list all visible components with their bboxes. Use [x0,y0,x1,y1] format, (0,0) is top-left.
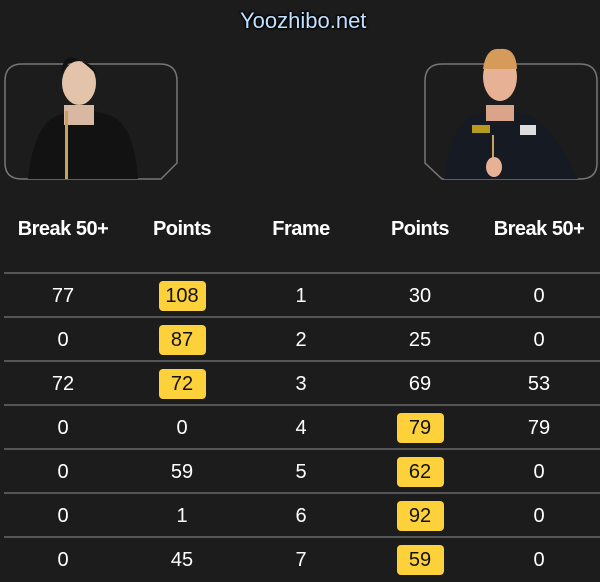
header-right-points: Points [390,218,450,240]
table-row: 0 1 6 92 0 [4,492,600,538]
value-left-break: 0 [57,329,69,351]
cell-left-points: 72 [122,369,242,399]
value-right-break: 0 [533,285,545,307]
value-frame: 4 [295,417,307,439]
winning-points-badge: 79 [396,413,444,443]
winning-points-badge: 108 [158,281,206,311]
cell-frame: 3 [241,372,361,396]
cell-frame: 6 [241,504,361,528]
cell-left-points: 0 [122,416,242,440]
value-left-points: 45 [170,549,194,571]
cell-left-break: 0 [3,416,123,440]
value-frame: 3 [295,373,307,395]
table-row: 72 72 3 69 53 [4,360,600,406]
cell-right-break: 0 [479,328,599,352]
value-left-points: 59 [170,461,194,483]
value-left-points: 0 [176,417,188,439]
value-right-break: 0 [533,329,545,351]
value-frame: 1 [295,285,307,307]
cell-right-points: 69 [360,372,480,396]
cell-left-points: 108 [122,281,242,311]
table-header: Break 50+ Points Frame Points Break 50+ [0,218,600,248]
cell-frame: 7 [241,548,361,572]
cell-frame: 5 [241,460,361,484]
value-right-break: 0 [533,461,545,483]
cell-right-break: 0 [479,460,599,484]
cell-right-points: 79 [360,413,480,443]
cell-right-break: 53 [479,372,599,396]
watermark: Yoozhibo.net [240,8,367,33]
player-left-photo-icon [4,57,178,180]
value-left-break: 0 [57,461,69,483]
player-right-card [424,48,598,180]
winning-points-badge: 62 [396,457,444,487]
cell-right-points: 59 [360,545,480,575]
header-left-points: Points [152,218,212,240]
cell-right-points: 30 [360,284,480,308]
value-left-points: 1 [176,505,188,527]
winning-points-badge: 92 [396,501,444,531]
value-frame: 6 [295,505,307,527]
cell-left-break: 0 [3,548,123,572]
winning-points-badge: 87 [158,325,206,355]
cell-right-points: 62 [360,457,480,487]
value-right-points: 25 [408,329,432,351]
cell-frame: 2 [241,328,361,352]
cell-right-break: 0 [479,284,599,308]
cell-left-break: 0 [3,460,123,484]
cell-right-break: 0 [479,548,599,572]
table-row: 77 108 1 30 0 [4,272,600,318]
cell-left-points: 87 [122,325,242,355]
table-row: 0 87 2 25 0 [4,316,600,362]
cell-left-break: 0 [3,504,123,528]
header-frame: Frame [272,218,330,240]
table-row: 0 45 7 59 0 [4,536,600,582]
value-left-break: 0 [57,549,69,571]
value-frame: 7 [295,549,307,571]
cell-right-break: 0 [479,504,599,528]
winning-points-badge: 72 [158,369,206,399]
cell-left-break: 0 [3,328,123,352]
value-left-break: 0 [57,417,69,439]
value-left-break: 0 [57,505,69,527]
table-row: 0 0 4 79 79 [4,404,600,450]
value-left-break: 77 [51,285,75,307]
winning-points-badge: 59 [396,545,444,575]
cell-right-points: 25 [360,328,480,352]
value-frame: 2 [295,329,307,351]
value-frame: 5 [295,461,307,483]
player-left-card [4,57,178,180]
cell-left-points: 1 [122,504,242,528]
cell-right-points: 92 [360,501,480,531]
cell-left-break: 72 [3,372,123,396]
header-left-break: Break 50+ [17,218,109,240]
value-right-points: 30 [408,285,432,307]
value-left-break: 72 [51,373,75,395]
cell-left-points: 45 [122,548,242,572]
value-right-points: 69 [408,373,432,395]
value-right-break: 0 [533,505,545,527]
header-right-break: Break 50+ [493,218,585,240]
value-right-break: 0 [533,549,545,571]
table-row: 0 59 5 62 0 [4,448,600,494]
cell-left-break: 77 [3,284,123,308]
cell-frame: 4 [241,416,361,440]
cell-frame: 1 [241,284,361,308]
cell-left-points: 59 [122,460,242,484]
value-right-break: 79 [527,417,551,439]
player-right-photo-icon [424,48,598,180]
value-right-break: 53 [527,373,551,395]
cell-right-break: 79 [479,416,599,440]
